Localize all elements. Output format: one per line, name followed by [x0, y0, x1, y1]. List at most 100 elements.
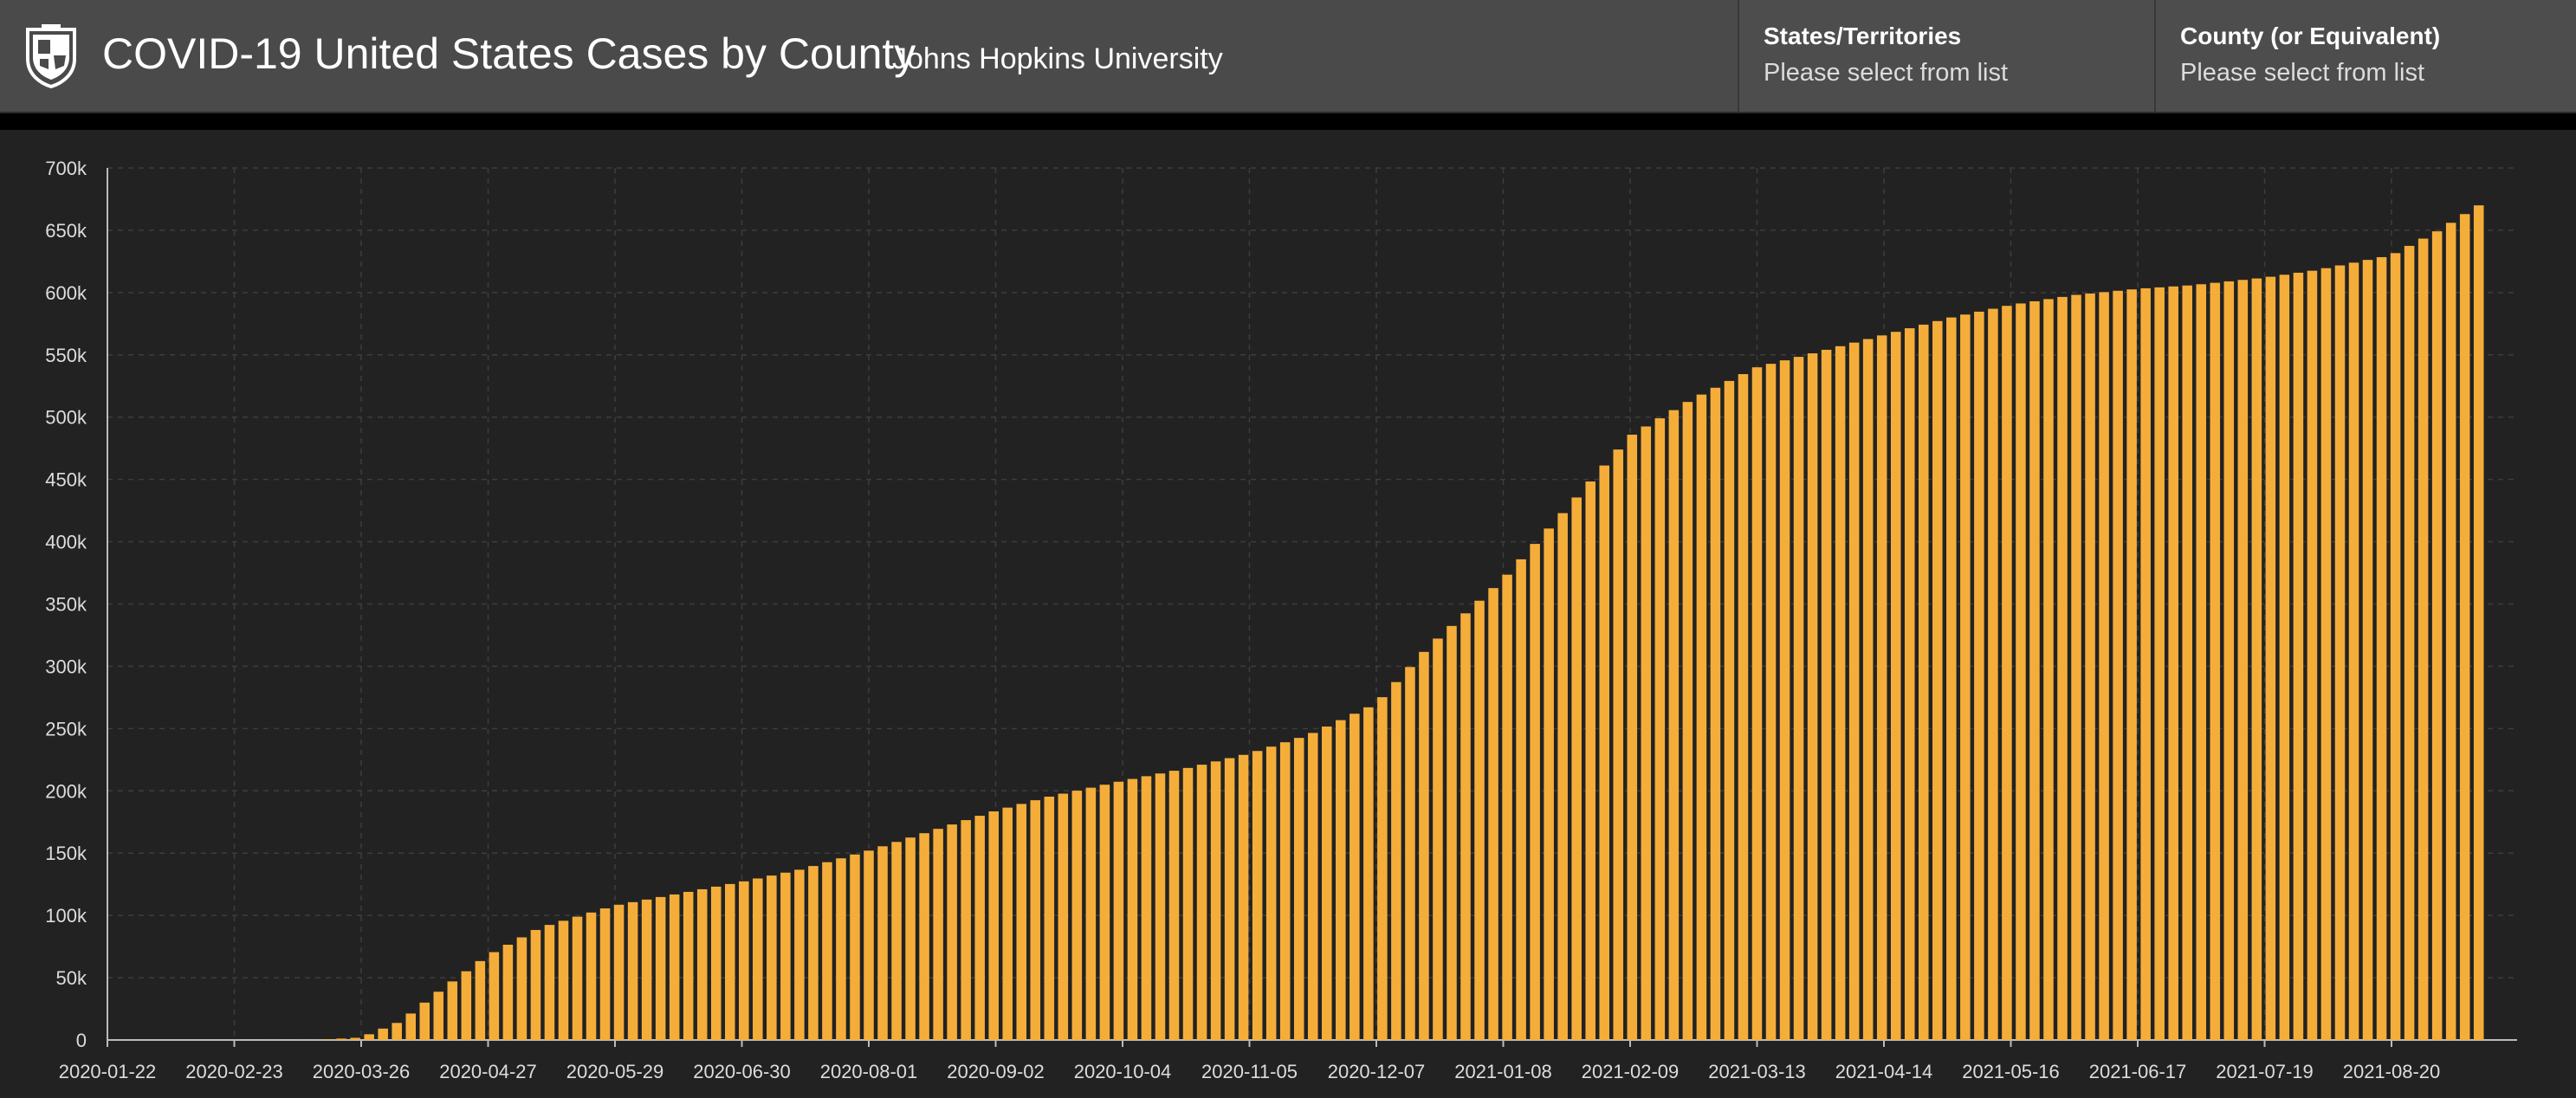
chart-bar [2445, 223, 2456, 1040]
chart-bar [1710, 387, 1721, 1040]
y-tick-label: 450k [45, 469, 87, 491]
chart-bar [2473, 205, 2484, 1040]
chart-bar [1890, 332, 1901, 1040]
y-tick-label: 50k [56, 967, 87, 989]
chart-bar [2459, 214, 2470, 1041]
y-tick-label: 500k [45, 407, 87, 429]
chart-bar [2348, 262, 2359, 1040]
chart-bar [1765, 364, 1777, 1040]
chart-bar [1641, 426, 1652, 1040]
x-tick-label: 2021-01-08 [1454, 1061, 1552, 1082]
chart-bar [1085, 787, 1097, 1040]
chart-bar [1807, 353, 1818, 1040]
chart-bar [1252, 751, 1263, 1040]
chart-bar [1279, 742, 1291, 1040]
chart-bar [1738, 374, 1749, 1040]
county-selector[interactable]: County (or Equivalent) Please select fro… [2154, 0, 2576, 112]
chart-bar [461, 971, 472, 1040]
chart-bar [1876, 335, 1887, 1040]
chart-bar [1030, 800, 1041, 1040]
cumulative-cases-bar-chart[interactable]: 0 50k 100k 150k 200k 250k 300k 350k 400k 450k 500k… [0, 130, 2576, 1098]
chart-bar [974, 816, 985, 1040]
chart-bar [475, 960, 486, 1040]
chart-bar [1835, 346, 1846, 1040]
x-tick-label: 2021-04-14 [1835, 1061, 1933, 1082]
chart-bar [2071, 294, 2081, 1040]
x-tick-label: 2021-02-09 [1582, 1061, 1680, 1082]
chart-bar [2085, 293, 2095, 1040]
x-tick-label: 2021-05-16 [1962, 1061, 2060, 1082]
chart-bar [2154, 287, 2165, 1041]
chart-bar [1322, 727, 1332, 1040]
y-tick-label: 250k [45, 718, 87, 740]
chart-bar [1447, 625, 1457, 1040]
chart-bar [780, 872, 791, 1040]
chart-bar [2417, 238, 2429, 1040]
chart-bar [2431, 231, 2443, 1040]
chart-bar [1058, 793, 1069, 1040]
chart-bar [1141, 776, 1152, 1040]
chart-bar [1405, 667, 1415, 1040]
chart-bar [1751, 367, 1763, 1040]
chart-bar [378, 1028, 388, 1040]
y-tick-label: 350k [45, 594, 87, 616]
chart-bar [1377, 697, 1388, 1040]
chart-bar [502, 945, 514, 1040]
chart-bar [1099, 785, 1110, 1040]
y-tick-label: 550k [45, 345, 87, 366]
chart-bar [919, 833, 929, 1040]
chart-bar [1293, 738, 1304, 1040]
chart-bar [1474, 600, 1485, 1040]
chart-bar [447, 981, 458, 1040]
chart-bar [1349, 714, 1360, 1040]
chart-bar [599, 908, 611, 1040]
chart-bar [2307, 270, 2318, 1040]
chart-bar [655, 896, 666, 1040]
chart-bar [1904, 328, 1915, 1040]
chart-bar [1599, 465, 1610, 1040]
chart-bar [1571, 497, 1582, 1040]
chart-bar [767, 875, 777, 1040]
chart-bar [2113, 290, 2123, 1040]
chart-bar [794, 869, 805, 1040]
chart-bar [2196, 284, 2207, 1040]
page-title: COVID-19 United States Cases by County [102, 29, 916, 78]
chart-bar [1848, 342, 1860, 1040]
chart-bar [1363, 707, 1374, 1040]
chart-bar [753, 878, 763, 1040]
chart-bar [2140, 287, 2151, 1040]
chart-bar [1516, 559, 1526, 1040]
chart-bar [392, 1023, 402, 1040]
x-tick-label: 2021-07-19 [2216, 1061, 2314, 1082]
chart-bar [1724, 380, 1735, 1040]
chart-bar [2265, 276, 2276, 1041]
chart-bar [1530, 544, 1540, 1040]
chart-bar [1071, 791, 1083, 1040]
y-tick-label: 650k [45, 220, 87, 242]
chart-bar [2362, 260, 2373, 1040]
chart-bar [1682, 402, 1693, 1040]
chart-bar [350, 1037, 360, 1040]
chart-bar [1182, 767, 1194, 1040]
chart-bar [2043, 299, 2054, 1040]
app-header: COVID-19 United States Cases by County J… [0, 0, 2576, 113]
chart-bar [2126, 289, 2137, 1041]
states-territories-selector[interactable]: States/Territories Please select from li… [1738, 0, 2155, 112]
chart-bar [905, 837, 916, 1040]
chart-bar [1002, 807, 1013, 1040]
chart-bar [613, 904, 625, 1040]
chart-bar [1307, 733, 1318, 1040]
chart-bar [1668, 410, 1680, 1040]
x-tick-label: 2021-08-20 [2343, 1061, 2441, 1082]
chart-bar [336, 1038, 346, 1040]
chart-bar [364, 1034, 374, 1040]
county-selector-value: Please select from list [2180, 59, 2425, 87]
chart-bar [1113, 781, 1124, 1040]
chart-bar [683, 891, 694, 1040]
chart-bar [419, 1002, 430, 1040]
chart-bar [558, 920, 569, 1040]
chart-bar [1862, 339, 1874, 1040]
chart-bar [877, 846, 888, 1040]
chart-bar [2376, 256, 2387, 1041]
chart-bar [2320, 268, 2332, 1040]
